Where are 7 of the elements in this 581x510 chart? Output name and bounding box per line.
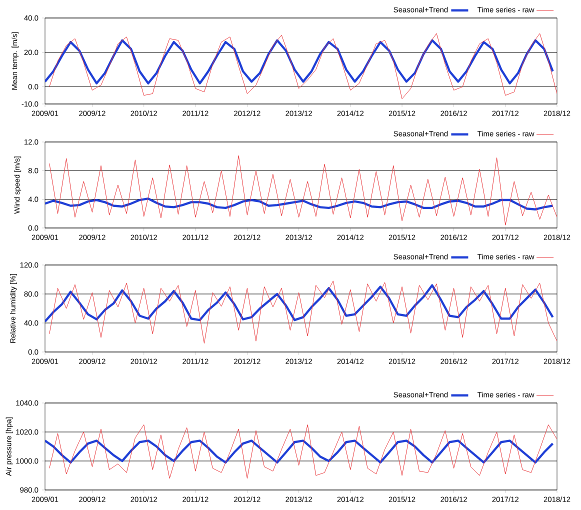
line-series xyxy=(45,39,554,84)
line-series xyxy=(49,155,558,226)
line-series xyxy=(49,280,558,344)
line-series xyxy=(45,198,554,210)
line-series xyxy=(49,33,558,100)
line-series xyxy=(45,284,554,323)
line-series xyxy=(49,424,558,479)
